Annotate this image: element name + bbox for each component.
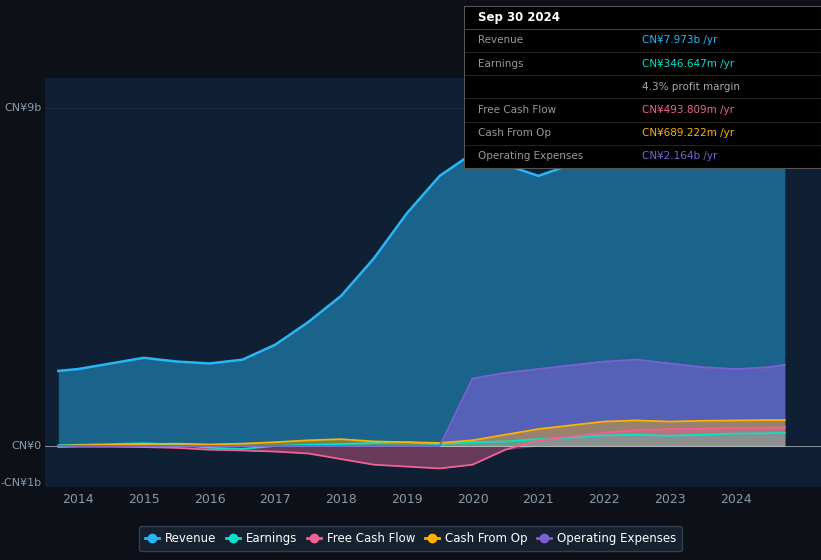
Text: Free Cash Flow: Free Cash Flow [478, 105, 557, 115]
Text: CN¥9b: CN¥9b [4, 104, 41, 114]
Text: CN¥0: CN¥0 [11, 441, 41, 451]
Text: CN¥2.164b /yr: CN¥2.164b /yr [643, 151, 718, 161]
Text: 4.3% profit margin: 4.3% profit margin [643, 82, 741, 92]
Text: Operating Expenses: Operating Expenses [478, 151, 584, 161]
Text: CN¥7.973b /yr: CN¥7.973b /yr [643, 35, 718, 45]
Text: CN¥689.222m /yr: CN¥689.222m /yr [643, 128, 735, 138]
Text: Revenue: Revenue [478, 35, 523, 45]
Text: CN¥493.809m /yr: CN¥493.809m /yr [643, 105, 735, 115]
Text: Cash From Op: Cash From Op [478, 128, 551, 138]
Text: -CN¥1b: -CN¥1b [0, 478, 41, 488]
Text: Earnings: Earnings [478, 59, 524, 69]
Legend: Revenue, Earnings, Free Cash Flow, Cash From Op, Operating Expenses: Revenue, Earnings, Free Cash Flow, Cash … [139, 526, 682, 551]
Text: Sep 30 2024: Sep 30 2024 [478, 11, 560, 24]
Text: CN¥346.647m /yr: CN¥346.647m /yr [643, 59, 735, 69]
